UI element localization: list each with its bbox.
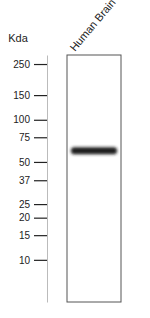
y-axis: 250 150 100 75 50 37 25 20 15 10 — [13, 56, 47, 303]
tick-label: 10 — [19, 255, 31, 266]
tick-mark — [34, 180, 47, 181]
tick-label: 100 — [13, 114, 30, 125]
tick-mark — [34, 162, 47, 163]
tick-mark — [34, 218, 47, 219]
axis-label: Kda — [8, 32, 28, 44]
tick-label: 75 — [19, 132, 31, 143]
band — [71, 147, 117, 154]
tick: 10 — [19, 255, 47, 266]
tick-label: 15 — [19, 230, 31, 241]
tick-label: 150 — [13, 90, 30, 101]
tick-mark — [34, 64, 47, 65]
tick-label: 20 — [19, 212, 31, 223]
tick: 20 — [19, 212, 47, 223]
tick: 150 — [13, 90, 47, 101]
tick: 50 — [19, 157, 47, 168]
tick-mark — [34, 260, 47, 261]
tick-mark — [34, 95, 47, 96]
tick-label: 50 — [19, 157, 31, 168]
tick: 100 — [13, 114, 47, 125]
tick: 250 — [13, 59, 47, 70]
tick: 15 — [19, 230, 47, 241]
tick-label: 250 — [13, 59, 30, 70]
tick: 25 — [19, 199, 47, 210]
tick-label: 25 — [19, 199, 31, 210]
tick: 75 — [19, 132, 47, 143]
tick: 37 — [19, 175, 47, 186]
tick-mark — [34, 120, 47, 121]
lane-label: Human Brain — [67, 0, 117, 53]
plot-area — [71, 147, 117, 154]
tick-mark — [34, 235, 47, 236]
tick-mark — [34, 204, 47, 205]
tick-mark — [34, 137, 47, 138]
axis-line — [47, 56, 48, 303]
tick-label: 37 — [19, 175, 31, 186]
lane-frame — [67, 55, 121, 302]
blot-figure: 250 150 100 75 50 37 25 20 15 10 Kda Human Brain — [0, 0, 150, 318]
